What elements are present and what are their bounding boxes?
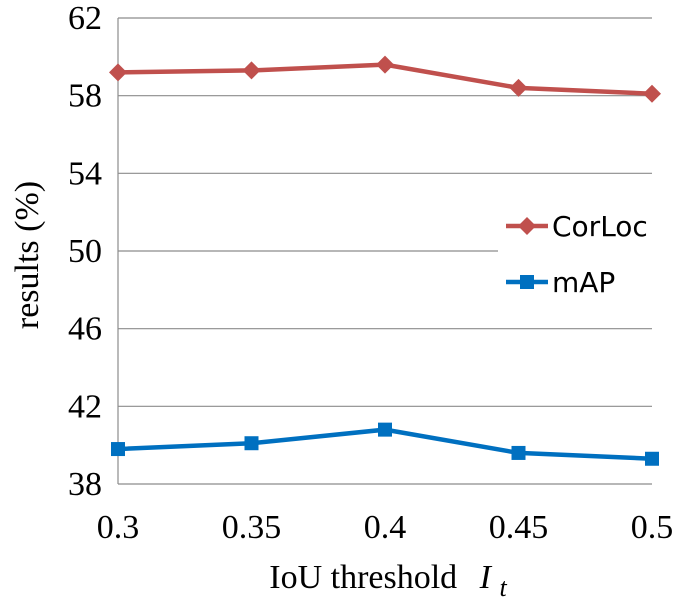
y-tick-label: 58 xyxy=(68,78,102,115)
x-axis-title-symbol: I xyxy=(479,559,493,596)
point-map xyxy=(111,442,125,457)
point-corloc xyxy=(109,63,127,82)
legend-label-corloc: CorLoc xyxy=(552,210,648,243)
y-tick-label: 50 xyxy=(68,233,102,270)
x-axis-title-text: IoU threshold xyxy=(269,559,457,596)
y-tick-label: 42 xyxy=(68,388,102,425)
gridlines xyxy=(117,17,652,485)
x-tick-label: 0.35 xyxy=(222,509,282,546)
point-corloc xyxy=(643,84,661,103)
x-axis-title-subscript: t xyxy=(500,573,508,598)
x-tick-label: 0.5 xyxy=(631,509,674,546)
y-axis-title: results (%) xyxy=(9,181,46,329)
point-corloc xyxy=(509,78,528,97)
y-tick-label: 46 xyxy=(68,311,102,348)
x-tick-label: 0.4 xyxy=(364,509,407,546)
point-map xyxy=(378,422,392,437)
x-axis-ticks: 0.3 0.35 0.4 0.45 0.5 xyxy=(97,509,674,546)
point-corloc xyxy=(376,55,394,74)
point-map xyxy=(645,451,659,466)
point-map xyxy=(244,436,259,451)
x-axis-title: IoU threshold I t xyxy=(269,559,507,598)
x-tick-label: 0.45 xyxy=(489,509,549,546)
legend-marker-map xyxy=(520,275,534,289)
y-axis-ticks: 38 42 46 50 54 58 62 xyxy=(68,0,102,503)
x-tick-label: 0.3 xyxy=(97,509,140,546)
series-map xyxy=(111,422,659,466)
y-tick-label: 38 xyxy=(68,466,102,503)
y-tick-label: 62 xyxy=(68,0,102,37)
legend-marker-corloc xyxy=(518,217,536,235)
point-map xyxy=(511,445,526,460)
legend-item-map: mAP xyxy=(506,266,615,299)
series-group xyxy=(109,55,661,466)
legend-label-map: mAP xyxy=(552,266,615,299)
series-corloc xyxy=(109,55,661,103)
legend: CorLoc mAP xyxy=(498,200,668,306)
legend-item-corloc: CorLoc xyxy=(506,210,648,243)
y-tick-label: 54 xyxy=(68,155,102,192)
point-corloc xyxy=(242,61,261,80)
